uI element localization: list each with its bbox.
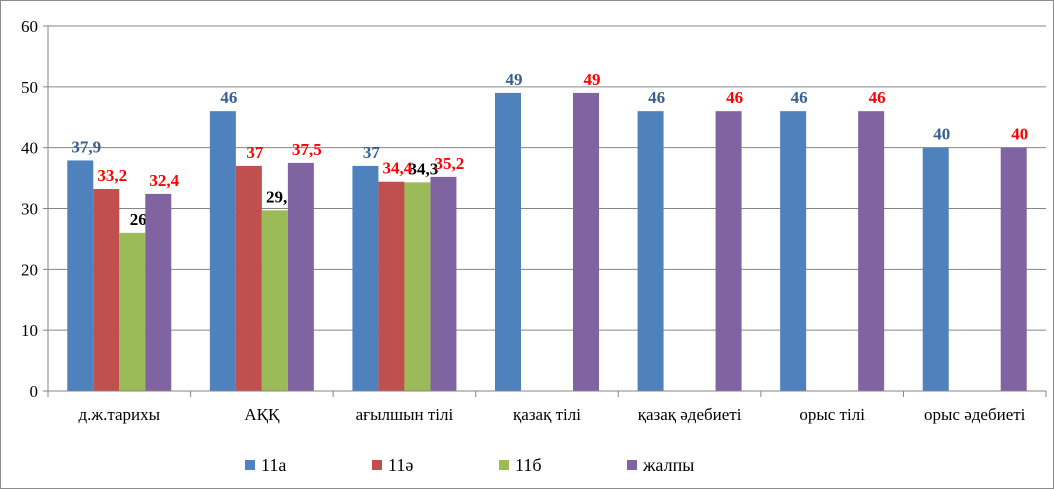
data-label: 37,9 [71, 137, 101, 156]
bar-жалпы [1000, 147, 1027, 391]
data-label: 33,2 [97, 166, 127, 185]
y-tick-label: 50 [21, 78, 38, 97]
bar-жалпы [430, 176, 457, 391]
bar-жалпы [145, 193, 172, 391]
data-label: 49 [506, 70, 523, 89]
bar-11ә [93, 189, 120, 391]
legend-marker [627, 460, 637, 470]
bar-11б [261, 210, 288, 391]
legend-label: 11ә [388, 455, 413, 475]
bar-жалпы [573, 92, 599, 392]
bar-11а [637, 111, 664, 392]
data-label: 37 [363, 143, 381, 162]
legend-label: 11б [515, 455, 542, 475]
bar-11а [209, 111, 236, 392]
legend-marker [245, 460, 255, 470]
data-label: 46 [791, 88, 808, 107]
y-tick-label: 10 [21, 321, 38, 340]
x-tick-label: қазақ тілі [513, 405, 581, 424]
bar-11а [67, 160, 94, 391]
data-label: 26 [130, 210, 147, 229]
data-label: 35,2 [435, 154, 465, 173]
legend-marker [499, 460, 509, 470]
bar-11а [780, 111, 807, 392]
data-label: 32,4 [149, 171, 179, 190]
bar-11ә [378, 181, 405, 391]
y-tick-label: 30 [21, 200, 38, 219]
data-label: 49 [584, 70, 601, 89]
y-tick-label: 60 [21, 17, 38, 36]
bar-11ә [235, 165, 262, 391]
data-label: 40 [933, 125, 950, 144]
bar-11а [922, 147, 949, 391]
legend-label: 11а [261, 455, 286, 475]
y-tick-label: 20 [21, 260, 38, 279]
bar-11а [495, 92, 521, 392]
bar-жалпы [287, 162, 314, 391]
data-label: 37,5 [292, 140, 322, 159]
data-label: 40 [1011, 125, 1028, 144]
data-label: 46 [220, 88, 237, 107]
data-label: 46 [726, 88, 743, 107]
bar-11а [352, 165, 379, 391]
y-tick-label: 40 [21, 139, 38, 158]
data-label: 46 [648, 88, 665, 107]
bar-11б [404, 182, 431, 391]
legend-label: жалпы [642, 455, 694, 475]
x-tick-label: орыс әдебиеті [924, 405, 1026, 424]
data-label: 46 [869, 88, 886, 107]
bar-11б [119, 232, 146, 391]
x-tick-label: АҚҚ [244, 405, 280, 424]
y-tick-label: 0 [30, 382, 39, 401]
data-label: 37 [246, 143, 264, 162]
x-tick-label: қазақ әдебиеті [638, 405, 742, 424]
x-tick-label: ағылшын тілі [356, 405, 454, 424]
data-label: 34,3 [409, 159, 439, 178]
bar-жалпы [715, 111, 742, 392]
legend-marker [372, 460, 382, 470]
x-tick-label: орыс тілі [799, 405, 865, 424]
bar-жалпы [858, 111, 885, 392]
data-label: 34,4 [383, 159, 413, 178]
x-tick-label: д.ж.тарихы [78, 405, 160, 424]
